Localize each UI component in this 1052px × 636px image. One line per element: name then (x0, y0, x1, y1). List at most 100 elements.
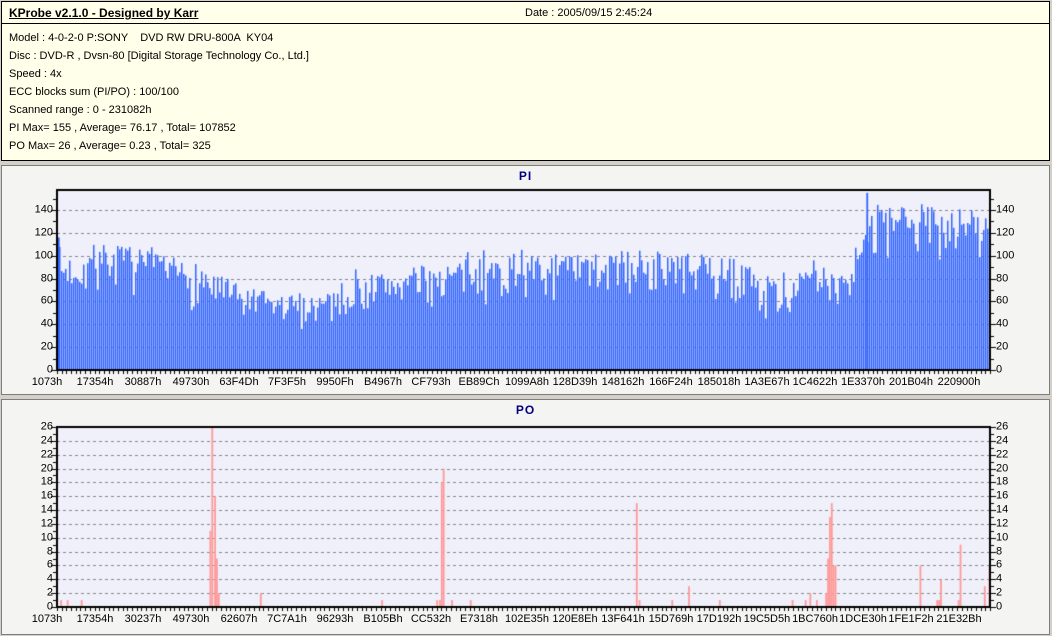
y-axis-label: 16 (996, 489, 1009, 502)
x-axis-label: 201B04h (888, 376, 934, 388)
x-axis-label: 1073h (31, 376, 63, 388)
x-axis-label: 1A3E67h (744, 376, 790, 388)
scan-date: Date : 2005/09/15 2:45:24 (525, 7, 653, 19)
y-axis-label: 12 (40, 517, 53, 530)
x-axis-label: 1FE1F2h (888, 613, 934, 625)
y-axis-label: 80 (40, 272, 53, 285)
x-axis-label: 96293h (316, 613, 354, 625)
x-axis-label: 17354h (76, 376, 114, 388)
x-axis-label: 102E35h (504, 613, 550, 625)
po-chart-title: PO (515, 403, 536, 417)
y-axis-label: 10 (40, 531, 53, 544)
y-axis-label: 20 (996, 462, 1009, 475)
y-axis-label: 10 (996, 531, 1009, 544)
pi-chart-title: PI (518, 169, 533, 183)
y-axis-label: 60 (996, 294, 1009, 307)
y-axis-label: 20 (40, 340, 53, 353)
x-axis-label: 1073h (31, 613, 63, 625)
y-axis-label: 2 (46, 586, 53, 599)
y-axis-label: 0 (46, 600, 53, 613)
y-axis-label: 20 (996, 340, 1009, 353)
y-axis-label: 0 (996, 600, 1003, 613)
x-axis-label: 49730h (172, 376, 210, 388)
y-axis-label: 22 (40, 448, 53, 461)
ecc-line: ECC blocks sum (PI/PO) : 100/100 (9, 86, 179, 98)
y-axis-label: 6 (46, 558, 53, 571)
po-plot-canvas (2, 400, 1049, 634)
y-axis-label: 0 (46, 363, 53, 376)
x-axis-label: 1E3370h (840, 376, 886, 388)
x-axis-label: 166F24h (649, 376, 693, 388)
x-axis-label: 7C7A1h (267, 613, 307, 625)
x-axis-label: B4967h (364, 376, 402, 388)
y-axis-label: 16 (40, 489, 53, 502)
y-axis-label: 24 (40, 434, 53, 447)
pi-stats-line: PI Max= 155 , Average= 76.17 , Total= 10… (9, 122, 236, 134)
y-axis-label: 26 (996, 420, 1009, 433)
y-axis-label: 14 (996, 503, 1009, 516)
x-axis-label: 9950Fh (316, 376, 354, 388)
x-axis-label: 63F4Dh (219, 376, 259, 388)
x-axis-label: 1DCE30h (839, 613, 887, 625)
y-axis-label: 26 (40, 420, 53, 433)
pi-chart-panel: PI 0 0 20 20 40 40 60 60 80 80 100 100 120 120 140 140 1… (1, 165, 1050, 395)
y-axis-label: 40 (40, 317, 53, 330)
x-axis-label: EB89Ch (458, 376, 500, 388)
y-axis-label: 4 (46, 572, 53, 585)
y-axis-label: 80 (996, 272, 1009, 285)
y-axis-label: 120 (996, 226, 1015, 239)
x-axis-label: 21E32Bh (936, 613, 982, 625)
y-axis-label: 8 (46, 545, 53, 558)
x-axis-label: B105Bh (363, 613, 403, 625)
x-axis-label: 62607h (220, 613, 258, 625)
x-axis-label: 1C4622h (792, 376, 838, 388)
x-axis-label: 49730h (172, 613, 210, 625)
speed-line: Speed : 4x (9, 68, 62, 80)
info-panel: KProbe v2.1.0 - Designed by Karr Date : … (1, 1, 1050, 161)
x-axis-label: 17354h (76, 613, 114, 625)
y-axis-label: 24 (996, 434, 1009, 447)
y-axis-label: 0 (996, 363, 1003, 376)
y-axis-label: 18 (40, 475, 53, 488)
y-axis-label: 60 (40, 294, 53, 307)
x-axis-label: CC532h (410, 613, 452, 625)
x-axis-label: E7318h (460, 613, 498, 625)
y-axis-label: 4 (996, 572, 1003, 585)
y-axis-label: 22 (996, 448, 1009, 461)
x-axis-label: 7F3F5h (268, 376, 306, 388)
x-axis-label: 185018h (697, 376, 741, 388)
x-axis-label: 30887h (124, 376, 162, 388)
y-axis-label: 14 (40, 503, 53, 516)
x-axis-label: 19C5D5h (743, 613, 791, 625)
y-axis-label: 20 (40, 462, 53, 475)
po-chart-panel: PO 0 0 2 2 4 4 6 6 8 8 10 10 12 12 14 14 16 16 18 18 20 20 22 2… (1, 399, 1050, 635)
x-axis-label: CF793h (411, 376, 451, 388)
x-axis-label: 148162h (601, 376, 645, 388)
x-axis-label: 220900h (937, 376, 981, 388)
y-axis-label: 8 (996, 545, 1003, 558)
x-axis-label: 30237h (124, 613, 162, 625)
header-divider (2, 23, 1049, 24)
x-axis-label: 1099A8h (504, 376, 550, 388)
y-axis-label: 120 (34, 226, 53, 239)
y-axis-label: 2 (996, 586, 1003, 599)
y-axis-label: 40 (996, 317, 1009, 330)
disc-line: Disc : DVD-R , Dvsn-80 [Digital Storage … (9, 50, 309, 62)
po-stats-line: PO Max= 26 , Average= 0.23 , Total= 325 (9, 140, 211, 152)
y-axis-label: 140 (34, 203, 53, 216)
x-axis-label: 13F641h (601, 613, 645, 625)
scan-info: Model : 4-0-2-0 P:SONY DVD RW DRU-800A K… (9, 29, 309, 155)
x-axis-label: 15D769h (648, 613, 694, 625)
y-axis-label: 6 (996, 558, 1003, 571)
y-axis-label: 140 (996, 203, 1015, 216)
scanned-range-line: Scanned range : 0 - 231082h (9, 104, 152, 116)
x-axis-label: 17D192h (696, 613, 742, 625)
y-axis-label: 18 (996, 475, 1009, 488)
y-axis-label: 100 (34, 249, 53, 262)
x-axis-label: 120E8Eh (552, 613, 598, 625)
model-line: Model : 4-0-2-0 P:SONY DVD RW DRU-800A K… (9, 32, 274, 44)
y-axis-label: 100 (996, 249, 1015, 262)
x-axis-label: 1BC760h (792, 613, 838, 625)
y-axis-label: 12 (996, 517, 1009, 530)
app-title: KProbe v2.1.0 - Designed by Karr (9, 6, 199, 20)
